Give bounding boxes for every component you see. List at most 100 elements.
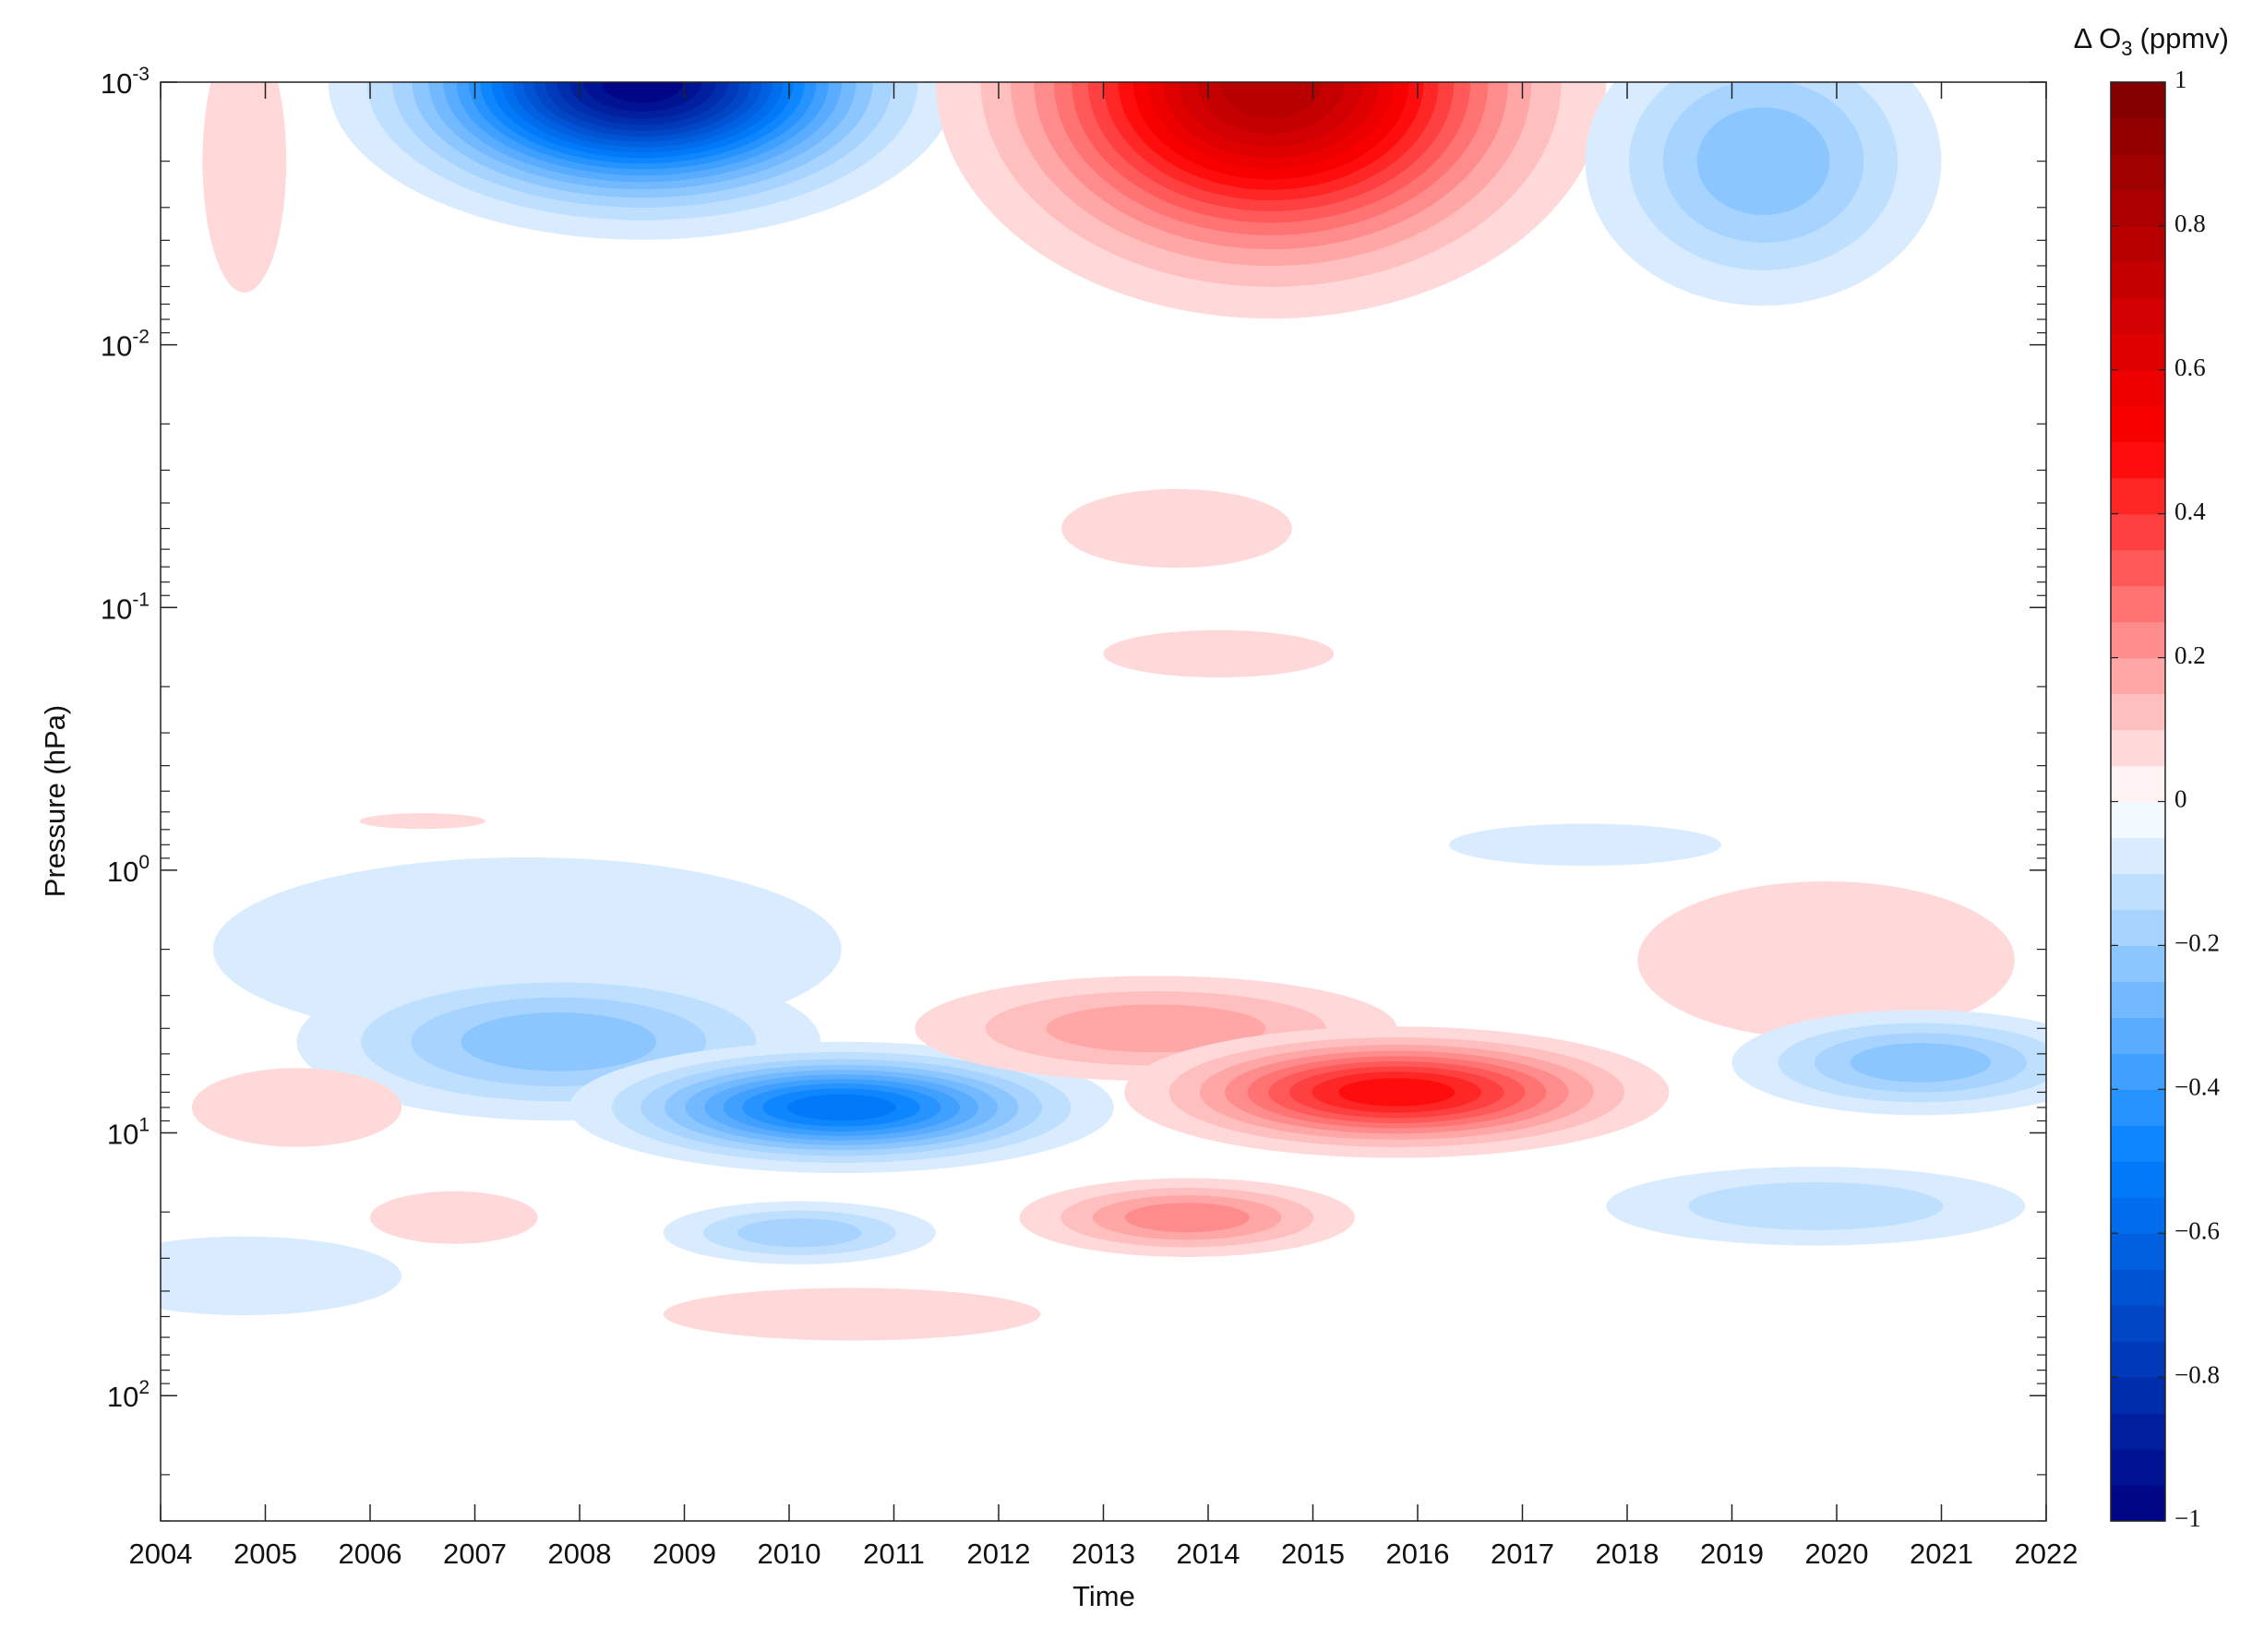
colorbar-band <box>2111 1125 2165 1162</box>
colorbar-band <box>2111 1305 2165 1342</box>
x-tick-label: 2021 <box>1910 1538 1973 1570</box>
colorbar-band <box>2111 873 2165 911</box>
x-tick-label: 2014 <box>1177 1538 1240 1570</box>
y-tick-exponent: 0 <box>138 851 150 872</box>
contour-band <box>663 1287 1041 1341</box>
colorbar-band <box>2111 153 2165 191</box>
contour-band <box>202 82 287 293</box>
colorbar-band <box>2111 549 2165 587</box>
y-tick-label: 10-1 <box>101 589 150 626</box>
colorbar-band <box>2111 1485 2165 1522</box>
y-tick-exponent: -3 <box>132 64 150 85</box>
colorbar-band <box>2111 1269 2165 1306</box>
y-tick-label: 102 <box>107 1377 150 1414</box>
colorbar-band <box>2111 1233 2165 1270</box>
colorbar-band <box>2111 1449 2165 1486</box>
colorbar-band <box>2111 585 2165 623</box>
colorbar-tick-label: −1 <box>2174 1504 2201 1532</box>
contour-band <box>1696 107 1830 215</box>
y-tick-base: 10 <box>101 593 132 625</box>
colorbar-band <box>2111 765 2165 803</box>
x-tick-label: 2022 <box>2015 1538 2078 1570</box>
contour-band <box>1124 1203 1250 1233</box>
colorbar-tick-label: 0.8 <box>2174 209 2206 237</box>
x-tick-label: 2018 <box>1596 1538 1659 1570</box>
colorbar-band <box>2111 1197 2165 1234</box>
x-tick-label: 2016 <box>1386 1538 1450 1570</box>
colorbar-tick-label: −0.4 <box>2174 1073 2220 1101</box>
x-tick-label: 2010 <box>758 1538 821 1570</box>
x-tick-label: 2007 <box>443 1538 507 1570</box>
colorbar-tick-label: −0.2 <box>2174 929 2220 957</box>
colorbar-band <box>2111 1161 2165 1198</box>
y-tick-exponent: 1 <box>138 1114 150 1135</box>
y-tick-base: 10 <box>107 856 138 888</box>
colorbar-label: Δ O3 (ppmv) <box>2074 22 2229 60</box>
y-tick-label: 10-3 <box>101 64 150 101</box>
colorbar-band <box>2111 333 2165 371</box>
x-tick-label: 2006 <box>339 1538 402 1570</box>
colorbar-band <box>2111 441 2165 479</box>
x-tick-label: 2020 <box>1805 1538 1869 1570</box>
contour-band <box>1061 488 1292 569</box>
colorbar-band <box>2111 1341 2165 1378</box>
colorbar-band <box>2111 369 2165 407</box>
colorbar-tick-label: 0.4 <box>2174 497 2206 525</box>
x-tick-label: 2017 <box>1491 1538 1554 1570</box>
colorbar-tick-label: −0.6 <box>2174 1216 2220 1244</box>
colorbar-tick-label: 0 <box>2174 785 2187 813</box>
colorbar-tick-label: −0.8 <box>2174 1360 2220 1388</box>
colorbar-band <box>2111 189 2165 227</box>
colorbar-band <box>2111 513 2165 551</box>
contour-band <box>161 1236 401 1316</box>
contour-band <box>192 1068 402 1147</box>
colorbar-band <box>2111 1377 2165 1414</box>
contour-field <box>161 82 2046 1341</box>
x-tick-label: 2015 <box>1281 1538 1345 1570</box>
colorbar-band <box>2111 1413 2165 1450</box>
colorbar-band <box>2111 261 2165 299</box>
y-tick-label: 100 <box>107 851 150 888</box>
colorbar-band <box>2111 693 2165 731</box>
y-tick-exponent: 2 <box>138 1377 150 1398</box>
x-axis-label: Time <box>1072 1580 1135 1612</box>
colorbar-tick-label: 0.6 <box>2174 353 2206 381</box>
colorbar-tick-label: 1 <box>2174 66 2187 93</box>
contour-band <box>1103 629 1335 678</box>
colorbar-band <box>2111 477 2165 515</box>
contour-band <box>359 813 485 830</box>
contour-band <box>1637 880 2015 1039</box>
contour-band <box>1850 1043 1991 1083</box>
x-tick-label: 2008 <box>548 1538 612 1570</box>
colorbar-band <box>2111 405 2165 443</box>
contour-band <box>737 1218 862 1248</box>
x-tick-label: 2012 <box>967 1538 1031 1570</box>
colorbar-band <box>2111 981 2165 1018</box>
contour-band <box>1449 823 1722 867</box>
colorbar-band <box>2111 1053 2165 1090</box>
x-tick-label: 2013 <box>1072 1538 1135 1570</box>
contour-band <box>786 1094 896 1121</box>
x-tick-label: 2019 <box>1700 1538 1764 1570</box>
contour-band <box>601 82 684 103</box>
colorbar-band <box>2111 82 2165 119</box>
x-tick-label: 2005 <box>234 1538 297 1570</box>
y-tick-exponent: -1 <box>132 589 150 610</box>
y-tick-exponent: -2 <box>132 326 150 347</box>
y-axis-label: Pressure (hPa) <box>39 705 71 897</box>
colorbar-band <box>2111 945 2165 982</box>
colorbar-tick-label: 0.2 <box>2174 641 2206 669</box>
colorbar-band <box>2111 657 2165 695</box>
contour-band <box>1688 1181 1944 1230</box>
contour-band <box>461 1012 656 1071</box>
y-tick-base: 10 <box>101 330 132 363</box>
contour-band <box>370 1191 538 1244</box>
colorbar-band <box>2111 909 2165 946</box>
colorbar-band <box>2111 117 2165 155</box>
y-tick-base: 10 <box>101 67 132 100</box>
colorbar-band <box>2111 1089 2165 1126</box>
colorbar-band <box>2111 225 2165 263</box>
contour-band <box>1219 82 1323 119</box>
y-tick-label: 10-2 <box>101 326 150 363</box>
